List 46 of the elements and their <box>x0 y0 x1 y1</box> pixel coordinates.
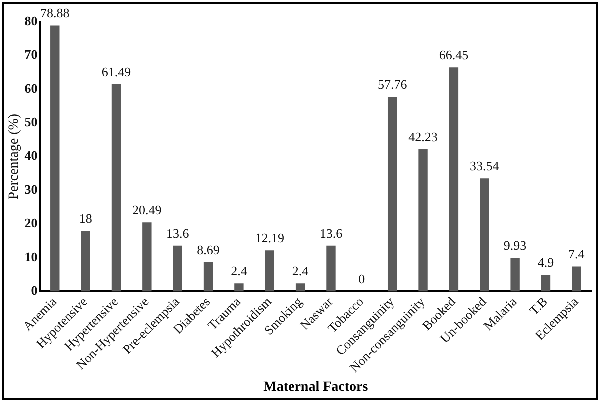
bar <box>480 178 490 292</box>
data-label: 12.19 <box>255 230 285 246</box>
data-label: 33.54 <box>470 158 500 174</box>
bar <box>572 266 582 292</box>
x-axis-title: Maternal Factors <box>264 380 369 396</box>
bar <box>112 84 122 292</box>
data-label: 2.4 <box>292 264 310 279</box>
data-label: 9.93 <box>504 238 527 254</box>
bar <box>81 231 90 292</box>
y-tick-label: 80 <box>24 13 38 28</box>
bar <box>142 222 152 292</box>
bar <box>296 284 306 292</box>
data-label: 42.23 <box>408 129 438 144</box>
data-label: 7.4 <box>568 246 586 262</box>
y-tick-label: 50 <box>24 114 38 130</box>
data-label: 66.45 <box>439 48 469 63</box>
data-label: 61.49 <box>102 64 132 80</box>
data-label: 4.9 <box>538 255 554 270</box>
y-tick-label: 10 <box>24 249 38 264</box>
data-label: 8.69 <box>197 242 220 258</box>
bar <box>510 258 520 292</box>
bar <box>173 246 182 292</box>
y-tick-label: 60 <box>24 80 38 96</box>
bar <box>326 246 336 292</box>
bar <box>449 68 459 292</box>
data-label: 2.4 <box>231 264 248 279</box>
data-label: 20.49 <box>132 202 162 218</box>
y-tick-label: 0 <box>31 283 38 298</box>
data-label: 18 <box>79 210 92 226</box>
bar <box>234 284 244 292</box>
data-label: 13.6 <box>320 226 344 241</box>
bar <box>541 275 551 292</box>
data-label: 0 <box>358 272 366 287</box>
data-label: 78.88 <box>40 6 70 21</box>
bar <box>388 96 398 292</box>
bar <box>204 262 214 292</box>
y-axis-title: Percentage (%) <box>7 114 22 200</box>
bar <box>50 26 60 292</box>
y-tick-label: 70 <box>24 47 38 62</box>
bar <box>265 250 274 292</box>
data-label: 57.76 <box>378 76 408 92</box>
bar <box>418 149 428 292</box>
y-tick-label: 30 <box>24 182 38 197</box>
data-label: 13.6 <box>166 226 190 241</box>
y-tick-label: 40 <box>24 148 38 164</box>
y-tick-label: 20 <box>24 216 38 231</box>
